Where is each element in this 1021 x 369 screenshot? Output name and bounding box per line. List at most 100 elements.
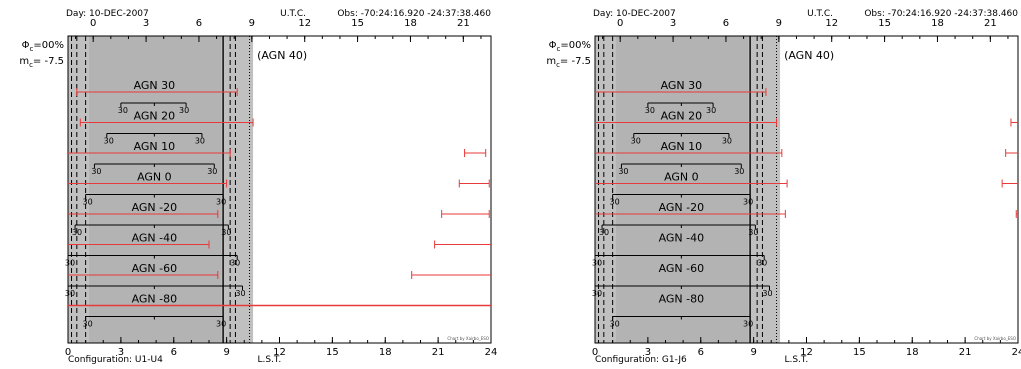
target-label: AGN 10	[134, 140, 176, 153]
lst-tick-label: 6	[171, 347, 177, 358]
utc-tick-label: 6	[196, 18, 202, 29]
target-label: AGN 0	[664, 171, 699, 184]
utc-tick-label: 6	[723, 18, 729, 29]
bracket-left-label: 30	[618, 167, 628, 176]
configuration-label: Configuration: G1-J6	[595, 355, 687, 365]
utc-tick-label: 15	[878, 18, 891, 29]
utc-tick-label: 21	[457, 18, 470, 29]
lst-tick-label: 3	[645, 347, 651, 358]
airmass-chart-u1-u4: 0 3 6 9 12 15 18 21 24 L.S.T. Configuration: U1-U4…	[19, 9, 498, 365]
lst-tick-label: 0	[592, 347, 598, 358]
target-label: AGN 30	[134, 79, 176, 92]
utc-label: U.T.C.	[807, 9, 833, 19]
lst-tick-label: 15	[853, 347, 866, 358]
utc-tick-label: 0	[617, 18, 623, 29]
target-label: AGN 20	[661, 110, 703, 123]
utc-tick-label: 21	[984, 18, 997, 29]
bracket-right-label: 30	[207, 167, 217, 176]
utc-tick-label: 15	[351, 18, 364, 29]
bracket-left-label: 30	[65, 289, 75, 298]
bracket-left-label: 30	[91, 167, 101, 176]
bracket-left-label: 30	[83, 198, 93, 207]
lst-tick-label: 9	[223, 347, 229, 358]
lst-axis-label: L.S.T.	[784, 355, 808, 365]
utc-tick-label: 18	[404, 18, 417, 29]
utc-tick-label: 12	[825, 18, 838, 29]
bracket-left-label: 30	[610, 320, 620, 329]
bracket-right-label: 30	[221, 228, 231, 237]
bracket-right-label: 30	[230, 259, 240, 268]
target-label: AGN 20	[134, 110, 176, 123]
utc-tick-label: 18	[931, 18, 944, 29]
bracket-right-label: 30	[216, 198, 226, 207]
bracket-right-label: 30	[734, 167, 744, 176]
utc-tick-label: 3	[670, 18, 676, 29]
lst-tick-label: 3	[118, 347, 124, 358]
bracket-left-label: 30	[83, 320, 93, 329]
bracket-left-label: 30	[592, 289, 602, 298]
obs-label: Obs: -70:24:16.920 -24:37:38.460	[337, 9, 491, 19]
utc-tick-label: 9	[776, 18, 782, 29]
day-label: Day: 10-DEC-2007	[593, 9, 676, 19]
target-label: AGN -80	[132, 293, 178, 306]
bracket-right-label: 30	[216, 320, 226, 329]
bracket-right-label: 30	[179, 106, 189, 115]
chart-panel-right: 0 3 6 9 12 15 18 21 24 L.S.T. Configuration: G1-J6…	[525, 0, 1021, 365]
credit-label: Chart by Xairbo_ESO	[974, 336, 1016, 341]
target-label: AGN -20	[659, 201, 705, 214]
lst-tick-label: 9	[750, 347, 756, 358]
credit-label: Chart by Xairbo_ESO	[447, 336, 489, 341]
obs-label: Obs: -70:24:16.920 -24:37:38.460	[864, 9, 1018, 19]
bracket-left-label: 30	[610, 198, 620, 207]
lst-tick-label: 21	[432, 347, 445, 358]
utc-tick-label: 12	[298, 18, 311, 29]
lst-tick-label: 21	[959, 347, 972, 358]
target-label: AGN -40	[659, 232, 705, 245]
object-label: (AGN 40)	[257, 49, 307, 62]
bracket-left-label: 30	[104, 137, 114, 146]
lst-tick-label: 12	[800, 347, 813, 358]
bracket-right-label: 30	[757, 259, 767, 268]
bracket-right-label: 30	[748, 228, 758, 237]
utc-tick-label: 9	[249, 18, 255, 29]
bracket-right-label: 30	[195, 137, 205, 146]
target-label: AGN -20	[132, 201, 178, 214]
lst-tick-label: 15	[326, 347, 339, 358]
target-label: AGN -60	[132, 262, 178, 275]
utc-tick-label: 3	[143, 18, 149, 29]
bracket-left-label: 30	[631, 137, 641, 146]
lst-tick-label: 12	[273, 347, 286, 358]
bracket-right-label: 30	[743, 320, 753, 329]
lst-tick-label: 18	[906, 347, 919, 358]
bracket-left-label: 30	[592, 259, 602, 268]
moon-magnitude-label: mc= -7.5	[546, 56, 591, 69]
utc-tick-label: 0	[90, 18, 96, 29]
configuration-label: Configuration: U1-U4	[68, 355, 163, 365]
lst-tick-label: 6	[698, 347, 704, 358]
bracket-left-label: 30	[118, 106, 128, 115]
lst-tick-label: 0	[65, 347, 71, 358]
moon-phase-label: Φc=00%	[549, 40, 591, 53]
day-label: Day: 10-DEC-2007	[66, 9, 149, 19]
night-band	[89, 36, 222, 343]
target-label: AGN 0	[137, 171, 172, 184]
bracket-left-label: 30	[645, 106, 655, 115]
bracket-right-label: 30	[722, 137, 732, 146]
bracket-left-label: 30	[65, 259, 75, 268]
bracket-right-label: 30	[743, 198, 753, 207]
target-label: AGN -60	[659, 262, 705, 275]
target-label: AGN -80	[659, 293, 705, 306]
lst-tick-label: 24	[485, 347, 498, 358]
moon-phase-label: Φc=00%	[22, 40, 64, 53]
chart-panel-left: 0 3 6 9 12 15 18 21 24 L.S.T. Configuration: U1-U4…	[0, 0, 500, 365]
bracket-right-label: 30	[706, 106, 716, 115]
utc-label: U.T.C.	[280, 9, 306, 19]
target-label: AGN 10	[661, 140, 703, 153]
target-label: AGN 30	[661, 79, 703, 92]
bracket-right-label: 30	[762, 289, 772, 298]
lst-tick-label: 24	[1012, 347, 1021, 358]
bracket-right-label: 30	[235, 289, 245, 298]
night-band	[616, 36, 749, 343]
lst-axis-label: L.S.T.	[257, 355, 281, 365]
object-label: (AGN 40)	[784, 49, 834, 62]
